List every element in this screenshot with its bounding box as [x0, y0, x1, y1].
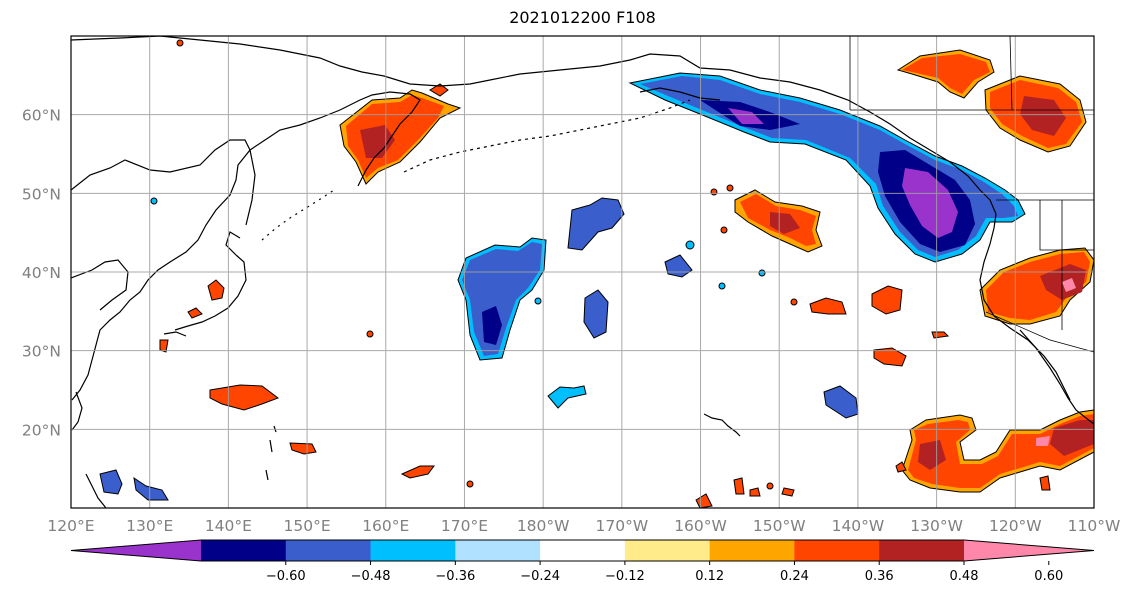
colorbar-segment [794, 540, 880, 561]
longitude-tick-label: 160°W [674, 517, 727, 535]
longitude-tick-label: 110°W [1068, 517, 1121, 535]
colorbar-tick-label: 0.60 [1034, 569, 1063, 584]
negative-anomaly-region [99, 72, 1026, 501]
map-frame [70, 35, 1095, 509]
longitude-tick-label: 160°E [362, 517, 409, 535]
colorbar-tick-label: −0.12 [605, 569, 645, 584]
colorbar-tick-label: 0.24 [780, 569, 809, 584]
longitude-tick-label: 170°W [596, 517, 649, 535]
longitude-tick-label: 130°W [910, 517, 963, 535]
longitude-tick-label: 150°E [284, 517, 331, 535]
latitude-tick-label: 50°N [22, 185, 61, 203]
colorbar-segment [455, 540, 541, 561]
longitude-labels: 120°E 130°E 140°E 150°E 160°E 170°E 180°W 170°W… [47, 517, 1120, 535]
colorbar-tick-label: −0.60 [266, 569, 306, 584]
longitude-tick-label: 140°W [832, 517, 885, 535]
colorbar-segment [285, 540, 372, 561]
longitude-tick-label: 120°E [47, 517, 94, 535]
longitude-tick-label: 130°E [126, 517, 173, 535]
colorbar-segment [624, 540, 711, 561]
colorbar-min-extension [71, 540, 201, 561]
colorbar-max-extension [964, 540, 1094, 561]
longitude-tick-label: 170°E [441, 517, 488, 535]
colorbar-tick-label: 0.48 [950, 569, 979, 584]
map-area [71, 36, 1094, 508]
latitude-tick-label: 20°N [22, 421, 61, 439]
colorbar-outline [70, 539, 1095, 562]
colorbar-tick-label: −0.24 [520, 569, 560, 584]
gridlines [71, 36, 1094, 508]
latitude-tick-label: 40°N [22, 264, 61, 282]
latitude-tick-label: 60°N [22, 107, 61, 125]
longitude-tick-label: 140°E [205, 517, 252, 535]
latitude-tick-label: 30°N [22, 343, 61, 361]
political-borders [849, 36, 1094, 353]
colorbar-segment [370, 540, 456, 561]
colorbar-tick-label: 0.36 [865, 569, 894, 584]
colorbar-tick-labels: −0.60 −0.48 −0.36 −0.24 −0.12 0.12 0.24 0.36 0.4… [266, 561, 1063, 584]
longitude-tick-label: 150°W [753, 517, 806, 535]
colorbar-segment [709, 540, 795, 561]
longitude-tick-label: 180°W [517, 517, 570, 535]
colorbar-tick-label: −0.36 [435, 569, 475, 584]
colorbar-segment [201, 540, 287, 561]
map-title: 2021012200 F108 [509, 8, 656, 27]
longitude-tick-label: 120°W [989, 517, 1042, 535]
colorbar-segment [540, 540, 626, 561]
colorbar [70, 539, 1095, 562]
colorbar-segment [879, 540, 965, 561]
colorbar-tick-label: −0.48 [351, 569, 391, 584]
colorbar-tick-label: 0.12 [695, 569, 724, 584]
latitude-labels: 20°N 30°N 40°N 50°N 60°N [22, 107, 61, 440]
